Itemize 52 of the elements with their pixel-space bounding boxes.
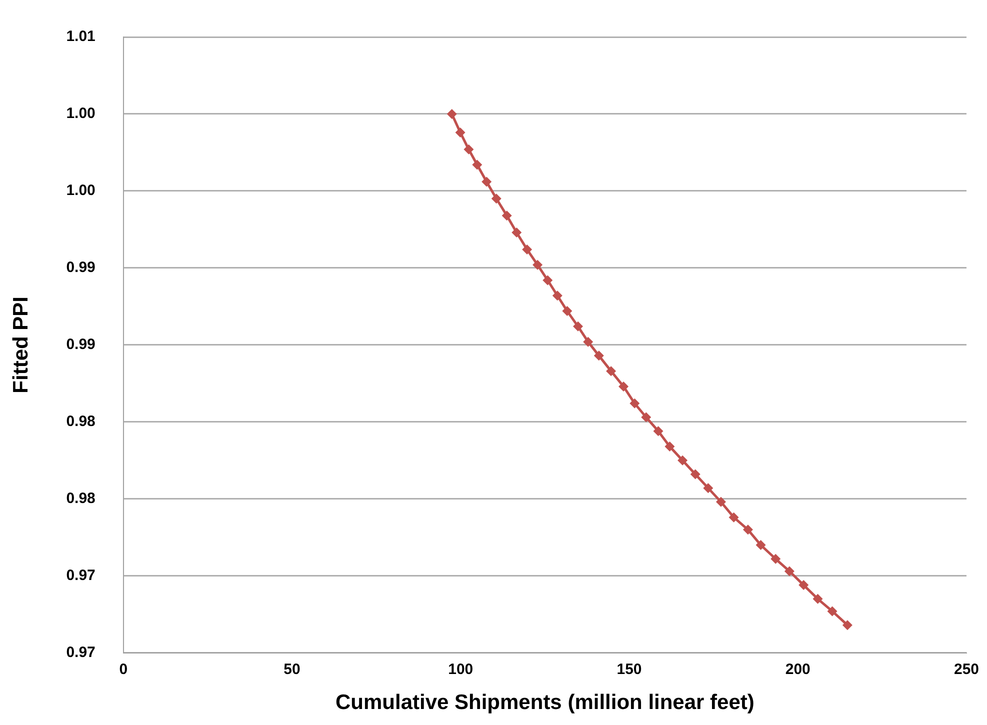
point [728, 512, 739, 522]
point [641, 412, 652, 422]
y-tick-label: 0.98 [66, 413, 96, 430]
y-tick-label: 1.00 [66, 105, 96, 122]
point [716, 496, 726, 507]
point [552, 290, 562, 301]
point [542, 275, 553, 286]
point [472, 160, 482, 170]
y-tick-label: 1.01 [66, 28, 96, 46]
x-tick-label: 150 [616, 660, 642, 678]
point [827, 606, 838, 616]
y-axis-title: Fitted PPI [9, 296, 32, 394]
point [630, 398, 640, 408]
point [583, 336, 594, 347]
y-tick-label: 0.98 [66, 490, 96, 507]
point [703, 483, 714, 494]
point [512, 228, 522, 238]
y-tick-label: 0.97 [66, 566, 96, 584]
point [482, 176, 492, 187]
y-tick-label: 0.99 [66, 336, 96, 354]
point [812, 594, 823, 604]
point [742, 524, 753, 535]
y-tick-label: 0.99 [66, 259, 96, 276]
point [842, 620, 852, 630]
point [756, 540, 766, 550]
x-tick-label: 100 [448, 660, 474, 678]
point [653, 426, 664, 436]
point [562, 306, 572, 316]
point [690, 469, 700, 480]
x-axis-title: Cumulative Shipments (million linear feet) [335, 691, 754, 714]
y-tick-label: 1.00 [66, 182, 96, 200]
point [664, 442, 675, 452]
point [770, 554, 781, 564]
point [618, 381, 629, 392]
x-tick-label: 50 [284, 660, 300, 678]
point [784, 566, 794, 576]
point [532, 260, 543, 270]
x-tick-label: 250 [954, 660, 979, 678]
point [798, 580, 809, 590]
point [572, 321, 583, 332]
point [446, 108, 457, 119]
point [606, 366, 616, 376]
y-tick-label: 0.97 [66, 644, 96, 661]
point [491, 194, 502, 204]
point [522, 244, 532, 254]
point [455, 127, 466, 138]
point [502, 210, 512, 221]
point [678, 455, 688, 466]
point [464, 144, 474, 154]
x-tick-label: 0 [119, 660, 128, 678]
x-tick-label: 200 [785, 660, 810, 678]
point [594, 350, 604, 361]
